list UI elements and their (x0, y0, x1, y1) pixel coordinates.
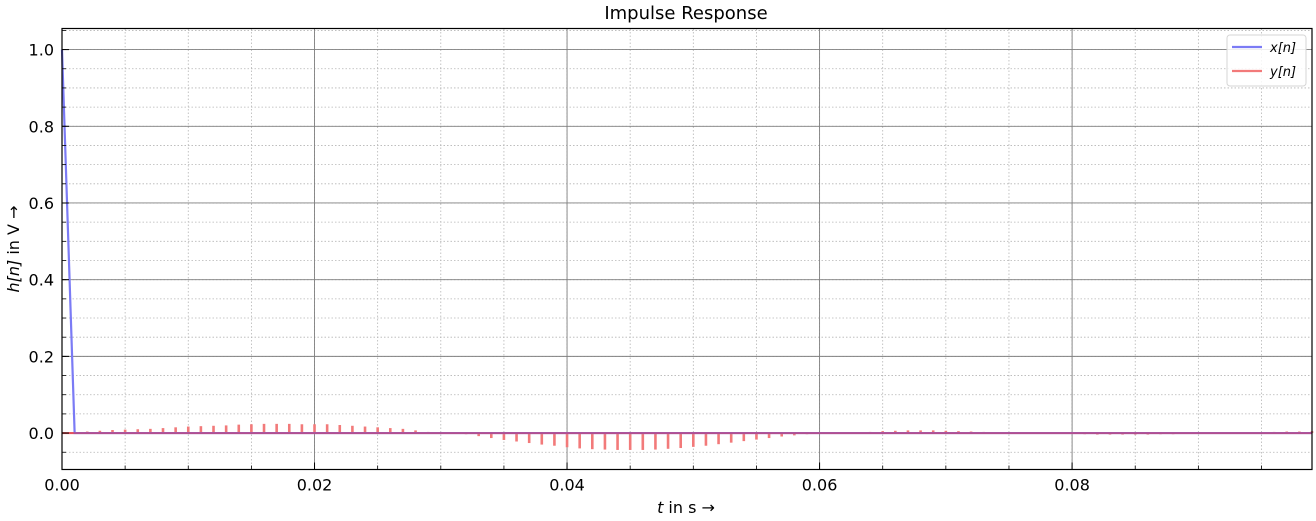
y-axis-label-unit: in V → (4, 206, 23, 260)
series-layer (60, 49, 1314, 450)
x-axis-label-var: t (657, 498, 664, 517)
x-axis-label: t in s → (657, 498, 715, 517)
x-tick-label: 0.00 (44, 476, 80, 495)
y-tick-label: 0.0 (29, 424, 54, 443)
legend: x[n] y[n] (1226, 34, 1307, 87)
x-tick-label: 0.04 (549, 476, 585, 495)
y-tick-label: 0.8 (29, 117, 54, 136)
grid (61, 28, 1312, 470)
y-tick-label: 1.0 (29, 41, 54, 60)
x-tick-label: 0.06 (802, 476, 838, 495)
legend-label-y: y[n] (1269, 65, 1296, 80)
y-axis-label: h[n] in V → (4, 206, 23, 293)
chart-title: Impulse Response (604, 3, 767, 24)
axis-ticks: 0.00 0.02 0.04 0.06 0.08 0.0 0.2 0.4 0.6 0.8 1.0 (29, 30, 1262, 495)
plot-frame (61, 27, 1313, 471)
x-tick-label: 0.02 (297, 476, 333, 495)
y-tick-label: 0.2 (29, 347, 54, 366)
legend-label-x: x[n] (1269, 41, 1296, 56)
x-series-line (60, 49, 1312, 435)
y-tick-label: 0.6 (29, 194, 54, 213)
y-tick-label: 0.4 (29, 271, 54, 290)
x-axis-label-unit: in s → (663, 498, 715, 517)
x-tick-label: 0.08 (1054, 476, 1090, 495)
y-axis-label-var: h[n] (4, 260, 23, 293)
